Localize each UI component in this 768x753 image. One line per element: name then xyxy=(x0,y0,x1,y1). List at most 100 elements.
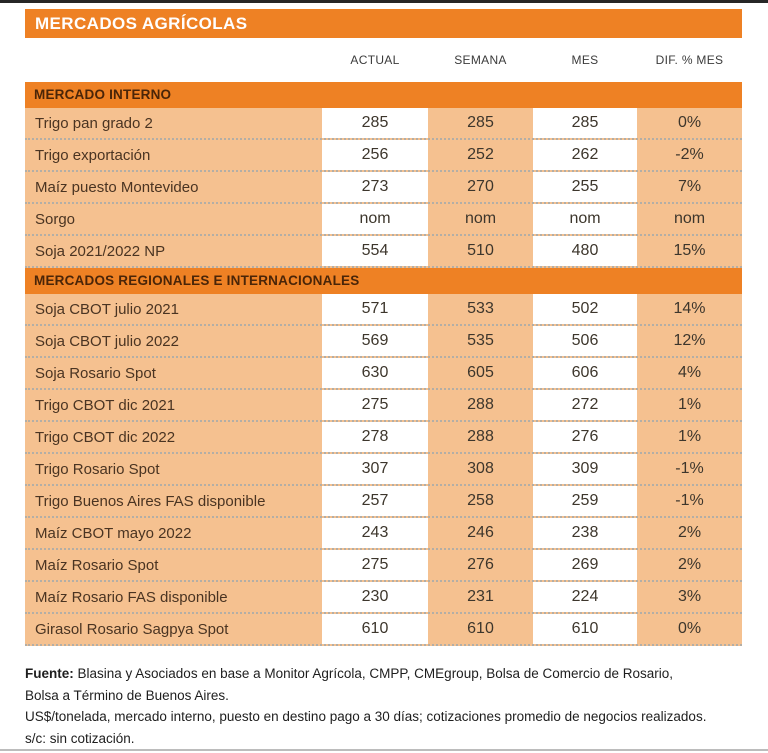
cell-actual: 610 xyxy=(322,614,428,644)
cell-actual: 257 xyxy=(322,486,428,516)
table-row: Soja Rosario Spot 630 605 606 4% xyxy=(25,358,742,390)
cell-semana: 535 xyxy=(467,332,494,349)
table-row: Maíz Rosario Spot 275 276 269 2% xyxy=(25,550,742,582)
cell-mes: 224 xyxy=(533,582,637,612)
cell-mes: 309 xyxy=(533,454,637,484)
table-row: Trigo pan grado 2 285 285 285 0% xyxy=(25,108,742,140)
cell-dif: 14% xyxy=(673,300,706,317)
row-label: Soja 2021/2022 NP xyxy=(35,242,166,260)
cell-actual: 554 xyxy=(322,236,428,266)
column-header-dif: DIF. % MES xyxy=(655,53,724,67)
cell-semana: 231 xyxy=(467,588,494,605)
cell-dif: 0% xyxy=(677,114,702,131)
cell-dif: 2% xyxy=(677,524,702,541)
column-header-actual: ACTUAL xyxy=(350,53,400,67)
cell-actual: 569 xyxy=(322,326,428,356)
cell-mes: 480 xyxy=(533,236,637,266)
table-row: Soja CBOT julio 2021 571 533 502 14% xyxy=(25,294,742,326)
cell-semana: 276 xyxy=(467,556,494,573)
row-label: Trigo pan grado 2 xyxy=(35,114,153,132)
cell-dif: -2% xyxy=(675,146,704,163)
cell-actual: 273 xyxy=(322,172,428,202)
row-label: Maíz Rosario FAS disponible xyxy=(35,588,228,606)
cell-semana: 288 xyxy=(467,396,494,413)
row-label: Sorgo xyxy=(35,210,76,228)
cell-actual: 630 xyxy=(322,358,428,388)
cell-dif: 15% xyxy=(673,242,706,259)
cell-dif: 12% xyxy=(673,332,706,349)
market-table: MERCADOS AGRÍCOLAS ACTUAL SEMANA MES DIF… xyxy=(25,9,742,749)
cell-semana: 288 xyxy=(467,428,494,445)
unit-note: US$/tonelada, mercado interno, puesto en… xyxy=(25,709,707,725)
row-label: Maíz CBOT mayo 2022 xyxy=(35,524,192,542)
cell-dif: 2% xyxy=(677,556,702,573)
column-header-row: ACTUAL SEMANA MES DIF. % MES xyxy=(25,38,742,82)
cell-semana: 533 xyxy=(467,300,494,317)
row-label: Trigo exportación xyxy=(35,146,151,164)
cell-actual: nom xyxy=(322,204,428,234)
table-row: Sorgo nom nom nom nom xyxy=(25,204,742,236)
cell-actual: 571 xyxy=(322,294,428,324)
cell-mes: nom xyxy=(533,204,637,234)
cell-semana: nom xyxy=(464,210,497,227)
cell-mes: 269 xyxy=(533,550,637,580)
cell-dif: 0% xyxy=(677,620,702,637)
cell-actual: 285 xyxy=(322,108,428,138)
cell-mes: 238 xyxy=(533,518,637,548)
table-row: Maíz puesto Montevideo 273 270 255 7% xyxy=(25,172,742,204)
table-row: Maíz CBOT mayo 2022 243 246 238 2% xyxy=(25,518,742,550)
table-row: Trigo Rosario Spot 307 308 309 -1% xyxy=(25,454,742,486)
cell-actual: 230 xyxy=(322,582,428,612)
cell-mes: 262 xyxy=(533,140,637,170)
cell-mes: 259 xyxy=(533,486,637,516)
cell-mes: 272 xyxy=(533,390,637,420)
row-label: Soja CBOT julio 2021 xyxy=(35,300,179,318)
table-row: Soja CBOT julio 2022 569 535 506 12% xyxy=(25,326,742,358)
cell-semana: 246 xyxy=(467,524,494,541)
cell-dif: 7% xyxy=(677,178,702,195)
table-row: Trigo CBOT dic 2022 278 288 276 1% xyxy=(25,422,742,454)
page-title: MERCADOS AGRÍCOLAS xyxy=(25,9,742,38)
table-row: Trigo CBOT dic 2021 275 288 272 1% xyxy=(25,390,742,422)
section-header-mercados-regionales: MERCADOS REGIONALES E INTERNACIONALES xyxy=(25,268,742,294)
cell-dif: 3% xyxy=(677,588,702,605)
top-rule xyxy=(0,0,768,3)
abbreviation-note: s/c: sin cotización. xyxy=(25,730,135,746)
row-label: Soja CBOT julio 2022 xyxy=(35,332,179,350)
table-row: Soja 2021/2022 NP 554 510 480 15% xyxy=(25,236,742,268)
cell-mes: 610 xyxy=(533,614,637,644)
source-label: Fuente: xyxy=(25,666,74,681)
cell-actual: 275 xyxy=(322,390,428,420)
cell-dif: 1% xyxy=(677,396,702,413)
table-row: Girasol Rosario Sagpya Spot 610 610 610 … xyxy=(25,614,742,646)
cell-semana: 610 xyxy=(467,620,494,637)
cell-dif: -1% xyxy=(675,492,704,509)
table-row: Trigo exportación 256 252 262 -2% xyxy=(25,140,742,172)
bottom-rule xyxy=(0,749,768,751)
source-note: Fuente: Blasina y Asociados en base a Mo… xyxy=(25,663,680,706)
cell-semana: 285 xyxy=(467,114,494,131)
column-header-semana: SEMANA xyxy=(454,53,507,67)
row-label: Soja Rosario Spot xyxy=(35,364,156,382)
table-row: Maíz Rosario FAS disponible 230 231 224 … xyxy=(25,582,742,614)
section-header-mercado-interno: MERCADO INTERNO xyxy=(25,82,742,108)
cell-semana: 308 xyxy=(467,460,494,477)
cell-mes: 506 xyxy=(533,326,637,356)
cell-semana: 510 xyxy=(467,242,494,259)
table-row: Trigo Buenos Aires FAS disponible 257 25… xyxy=(25,486,742,518)
row-label: Girasol Rosario Sagpya Spot xyxy=(35,620,229,638)
cell-semana: 270 xyxy=(467,178,494,195)
cell-dif: 1% xyxy=(677,428,702,445)
cell-dif: 4% xyxy=(677,364,702,381)
row-label: Maíz Rosario Spot xyxy=(35,556,159,574)
cell-semana: 605 xyxy=(467,364,494,381)
cell-dif: -1% xyxy=(675,460,704,477)
cell-actual: 243 xyxy=(322,518,428,548)
cell-mes: 606 xyxy=(533,358,637,388)
cell-mes: 285 xyxy=(533,108,637,138)
cell-actual: 307 xyxy=(322,454,428,484)
cell-actual: 275 xyxy=(322,550,428,580)
column-header-mes: MES xyxy=(571,53,599,67)
row-label: Trigo CBOT dic 2021 xyxy=(35,396,176,414)
cell-semana: 252 xyxy=(467,146,494,163)
